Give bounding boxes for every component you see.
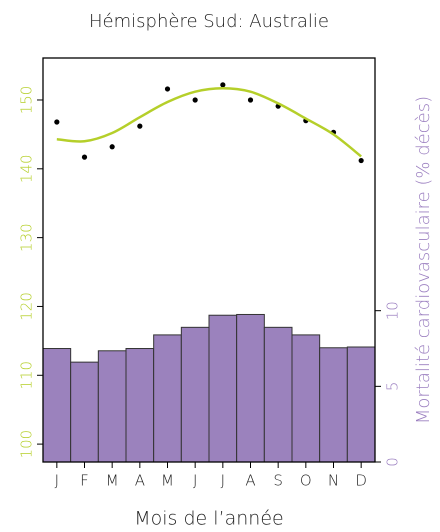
bar (263, 326, 293, 463)
x-tick-label: M (161, 472, 174, 490)
data-point (247, 97, 254, 103)
y-tick-label: 120 (18, 292, 36, 321)
x-tick-label: D (355, 472, 367, 490)
y-tick-label: 150 (18, 86, 36, 115)
bar (97, 350, 127, 463)
data-point (358, 157, 364, 164)
x-tick-label: J (193, 472, 197, 490)
bar (346, 346, 376, 463)
data-point (192, 97, 198, 103)
bar (42, 348, 72, 463)
y-tick-label: 140 (18, 154, 36, 183)
bar (180, 326, 210, 463)
y2-axis-title: Mortalité cardiovasculaire (% décès) (413, 96, 434, 424)
x-tick-label: J (221, 472, 225, 490)
chart-title: Hémisphère Sud: Australie (89, 11, 329, 32)
bar (208, 314, 238, 463)
x-tick-label: M (106, 472, 119, 490)
data-point (109, 144, 115, 150)
bar (125, 348, 155, 463)
trend-line (56, 87, 362, 158)
x-tick-label: N (328, 472, 339, 490)
y-tick-label: 130 (18, 223, 36, 252)
x-tick-label: O (300, 472, 312, 490)
bar (153, 334, 182, 463)
data-point (164, 86, 171, 92)
y-tick-label: 100 (18, 430, 36, 459)
plot-frame (42, 57, 376, 463)
data-point (54, 119, 60, 125)
data-point (81, 154, 88, 160)
y2-tick-label: 10 (384, 301, 402, 320)
x-axis-title: Mois de l’année (134, 508, 283, 530)
bar (319, 347, 348, 463)
x-tick-label: A (245, 472, 255, 490)
bar (236, 313, 265, 463)
data-point (137, 123, 143, 129)
bar (291, 334, 321, 463)
x-tick-label: J (55, 472, 59, 490)
y-tick-label: 110 (18, 361, 36, 390)
x-tick-label: F (80, 472, 89, 490)
y2-tick-label: 5 (384, 382, 402, 392)
bar (70, 361, 99, 463)
data-point (220, 82, 226, 88)
x-tick-label: S (273, 472, 283, 490)
x-tick-label: A (135, 472, 145, 490)
y2-tick-label: 0 (384, 457, 402, 467)
